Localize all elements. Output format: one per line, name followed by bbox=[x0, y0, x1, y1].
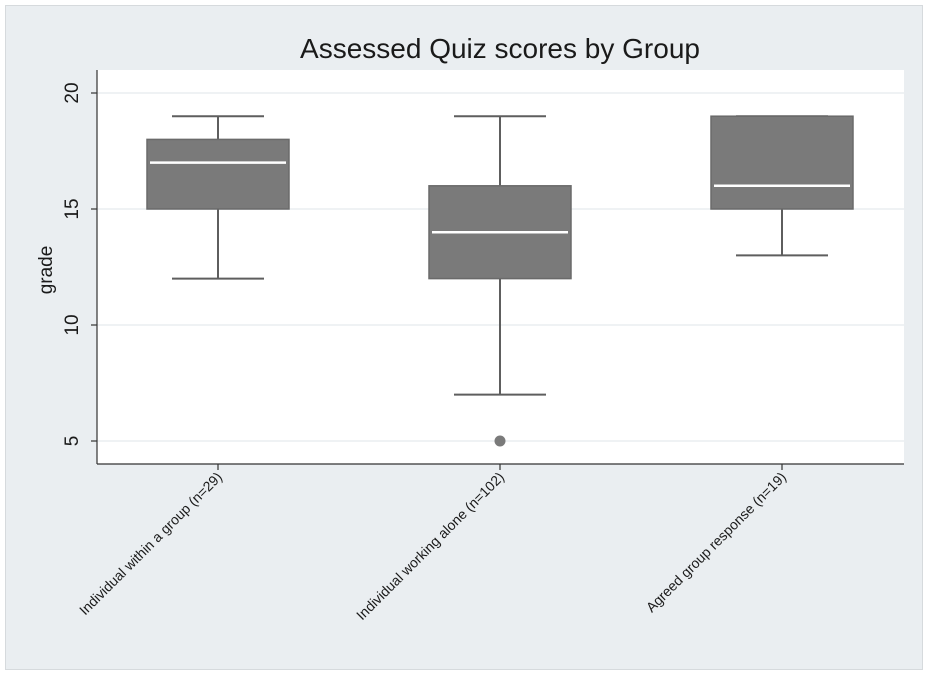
box-group bbox=[710, 115, 854, 257]
y-tick-label: 10 bbox=[62, 314, 83, 335]
outlier-point bbox=[494, 435, 506, 447]
box-group bbox=[146, 115, 290, 280]
y-tick-label: 20 bbox=[62, 82, 83, 103]
chart-title: Assessed Quiz scores by Group bbox=[300, 33, 700, 64]
y-tick-label: 5 bbox=[62, 436, 83, 447]
x-ticks: Individual within a group (n=29) Individu… bbox=[76, 464, 789, 623]
y-tick-label: 15 bbox=[62, 198, 83, 219]
iqr-box bbox=[146, 138, 290, 210]
x-tick-label: Agreed group response (n=19) bbox=[643, 469, 789, 615]
boxes bbox=[146, 115, 854, 447]
y-ticks: 5 10 15 20 bbox=[62, 82, 97, 446]
y-axis-label: grade bbox=[36, 246, 57, 295]
iqr-box bbox=[710, 115, 854, 210]
x-tick-label: Individual within a group (n=29) bbox=[76, 469, 225, 618]
box-group bbox=[428, 115, 572, 447]
x-tick-label: Individual working alone (n=102) bbox=[353, 469, 507, 623]
